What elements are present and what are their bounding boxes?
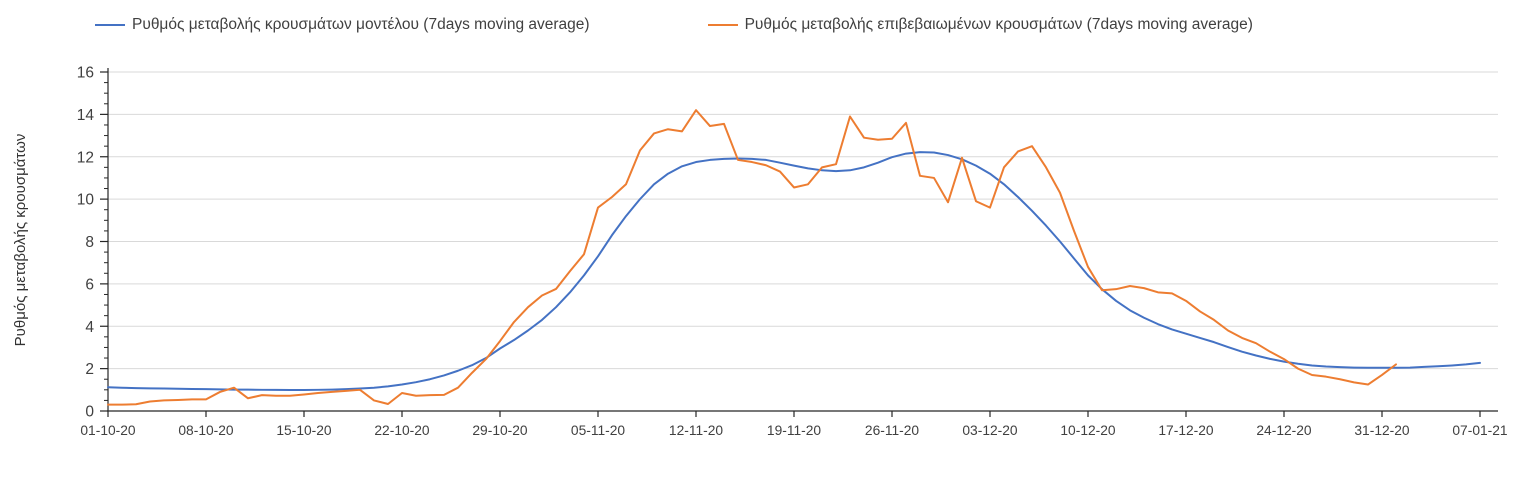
y-tick-label: 0 (85, 404, 94, 421)
y-tick-label: 10 (77, 192, 95, 209)
x-tick-label: 26-11-20 (865, 423, 920, 438)
x-tick-label: 05-11-20 (571, 423, 626, 438)
x-tick-label: 22-10-20 (374, 423, 430, 438)
legend-label-model: Ρυθμός μεταβολής κρουσμάτων μοντέλου (7d… (132, 16, 590, 33)
y-tick-label: 4 (85, 319, 94, 336)
y-axis-title: Ρυθμός μεταβολής κρουσμάτων (12, 133, 29, 347)
x-tick-label: 31-12-20 (1354, 423, 1410, 438)
y-tick-label: 12 (77, 149, 94, 166)
legend-label-confirmed: Ρυθμός μεταβολής επιβεβαιωμένων κρουσμάτ… (744, 16, 1253, 33)
legend-item-model: Ρυθμός μεταβολής κρουσμάτων μοντέλου (7d… (95, 16, 590, 34)
x-tick-label: 07-01-21 (1452, 423, 1507, 438)
legend-line-marker-confirmed (707, 24, 738, 26)
series-line-model (107, 151, 1481, 392)
y-tick-label: 16 (77, 65, 94, 82)
x-tick-label: 12-11-20 (669, 423, 724, 438)
y-tick-label: 8 (85, 234, 94, 251)
x-tick-label: 29-10-20 (472, 423, 528, 438)
legend-item-confirmed: Ρυθμός μεταβολής επιβεβαιωμένων κρουσμάτ… (707, 16, 1253, 34)
y-tick-label: 6 (85, 276, 94, 293)
y-tick-label: 14 (77, 107, 95, 124)
legend-line-marker-model (95, 24, 125, 26)
series-line-confirmed (107, 109, 1397, 406)
y-tick-label: 2 (85, 361, 94, 378)
x-tick-label: 24-12-20 (1256, 423, 1312, 438)
x-tick-label: 03-12-20 (962, 423, 1018, 438)
x-tick-label: 01-10-20 (80, 423, 136, 438)
x-tick-label: 19-11-20 (767, 423, 822, 438)
x-tick-label: 08-10-20 (178, 423, 234, 438)
x-tick-label: 15-10-20 (276, 423, 332, 438)
x-tick-label: 10-12-20 (1060, 423, 1116, 438)
chart-legend: Ρυθμός μεταβολής κρουσμάτων μοντέλου (7d… (95, 16, 1253, 34)
x-tick-label: 17-12-20 (1158, 423, 1214, 438)
